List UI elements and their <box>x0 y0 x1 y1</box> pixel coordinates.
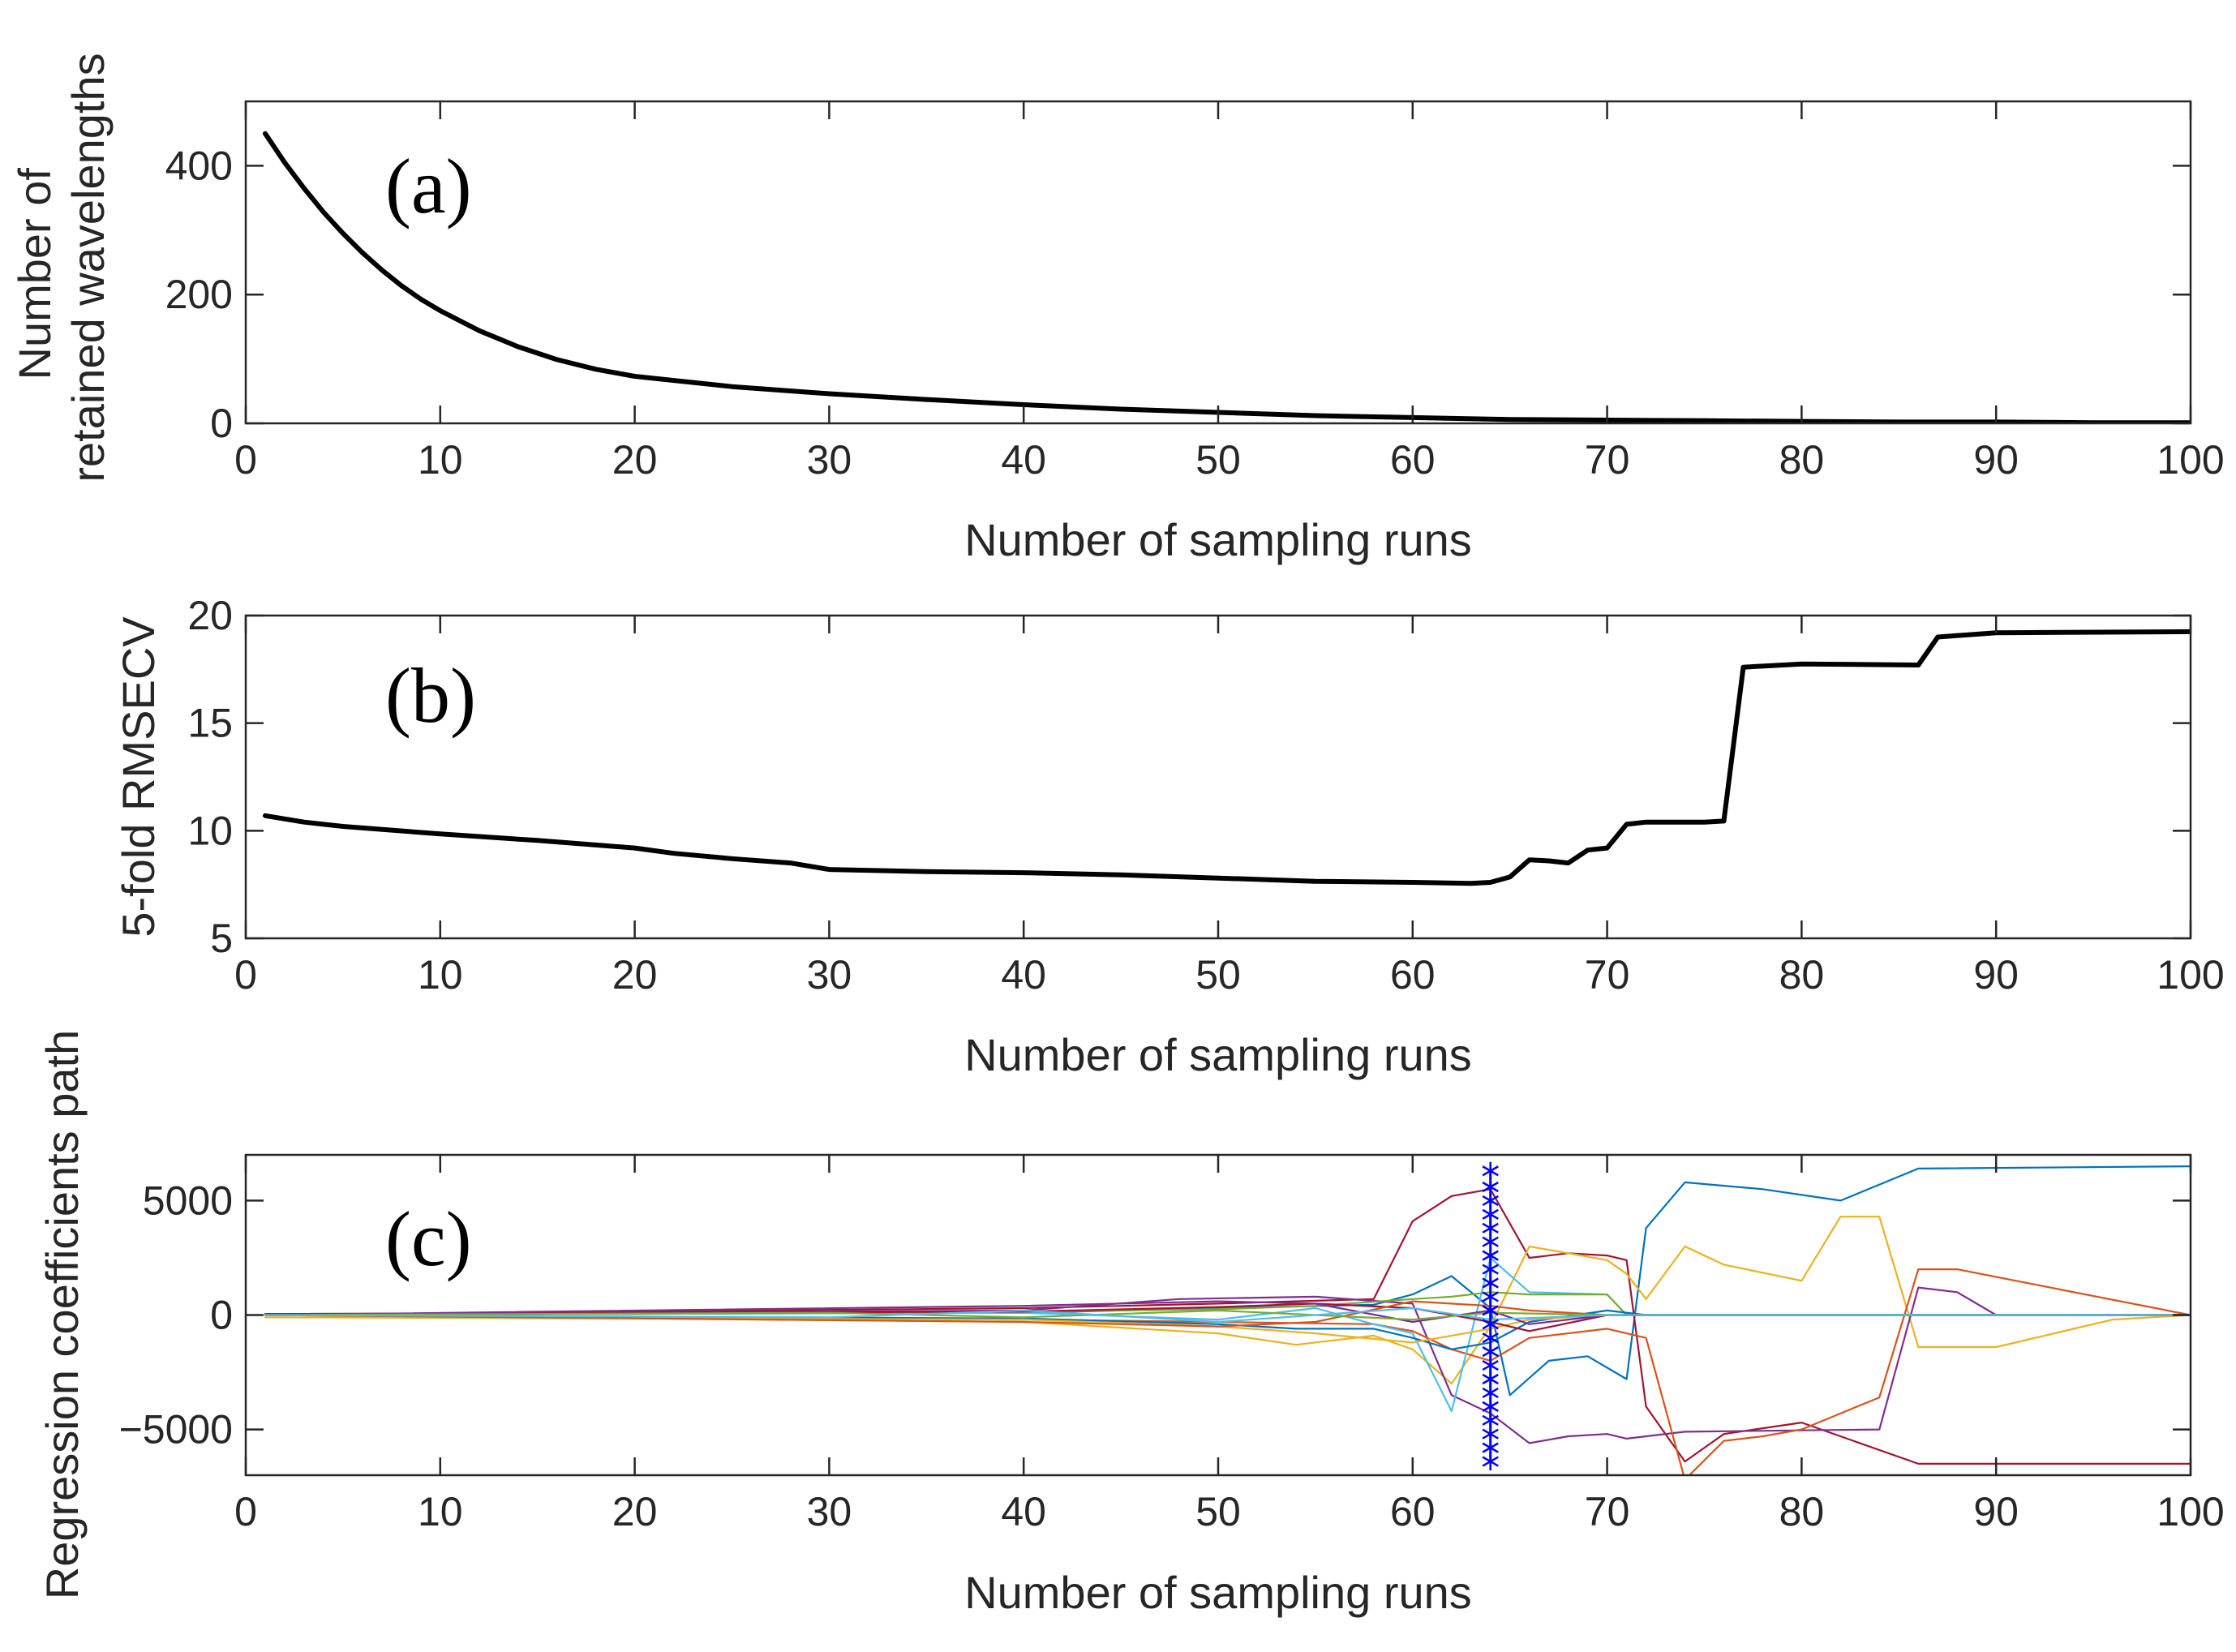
y-tick-label: −5000 <box>119 1407 233 1452</box>
y-axis-title: Number of retained wavelengths <box>9 53 114 482</box>
x-tick-label: 50 <box>1195 1489 1241 1534</box>
x-tick-label: 0 <box>234 1489 257 1534</box>
panel-label: (c) <box>385 1195 472 1282</box>
x-tick-label: 80 <box>1779 437 1825 483</box>
x-tick-label: 20 <box>612 1489 658 1534</box>
y-tick-label: 400 <box>165 143 233 188</box>
series-line-c4 <box>264 1286 2191 1444</box>
x-tick-label: 0 <box>234 437 257 483</box>
y-tick-label: 5000 <box>143 1178 233 1223</box>
y-tick-label: 0 <box>210 401 233 446</box>
series-line-c5 <box>264 1268 2191 1475</box>
series-line-c3 <box>264 1216 2191 1385</box>
panel-label: (a) <box>385 143 472 230</box>
y-tick-label: 20 <box>187 593 233 638</box>
x-tick-label: 80 <box>1779 952 1825 998</box>
x-tick-label: 70 <box>1585 1489 1630 1534</box>
x-tick-label: 90 <box>1973 437 2019 483</box>
x-tick-label: 100 <box>2157 1489 2224 1534</box>
x-tick-label: 30 <box>807 437 852 483</box>
x-tick-label: 10 <box>418 1489 463 1534</box>
x-tick-label: 90 <box>1973 1489 2019 1534</box>
x-tick-label: 10 <box>418 437 463 483</box>
x-tick-label: 40 <box>1001 437 1046 483</box>
y-axis-title: 5-fold RMSECV <box>113 616 164 938</box>
panel-label: (b) <box>385 652 476 739</box>
x-axis-title: Number of sampling runs <box>964 1029 1472 1080</box>
y-axis-title-line-2: retained wavelengths <box>62 53 114 482</box>
series-line-c1 <box>264 1165 2191 1397</box>
x-axis-title: Number of sampling runs <box>964 1567 1472 1618</box>
series-line-c11 <box>264 1300 2191 1325</box>
y-tick-label: 10 <box>187 808 233 853</box>
x-tick-label: 50 <box>1195 437 1241 483</box>
x-tick-label: 70 <box>1585 952 1630 998</box>
x-tick-label: 30 <box>807 952 852 998</box>
y-axis-title: Regression coefficients path <box>36 1030 88 1600</box>
x-tick-label: 70 <box>1585 437 1630 483</box>
asterisk-marker <box>1482 1161 1499 1180</box>
x-tick-label: 20 <box>612 437 658 483</box>
x-axis-title: Number of sampling runs <box>964 514 1472 565</box>
series-line-c14 <box>264 1307 2191 1324</box>
series-line-retained wavelengths <box>263 131 2191 423</box>
x-tick-label: 100 <box>2157 952 2224 998</box>
series-line-RMSECV <box>263 629 2191 886</box>
x-tick-label: 50 <box>1195 952 1241 998</box>
x-tick-label: 80 <box>1779 1489 1825 1534</box>
x-tick-label: 10 <box>418 952 463 998</box>
x-tick-label: 30 <box>807 1489 852 1534</box>
y-tick-label: 200 <box>165 272 233 317</box>
x-tick-label: 0 <box>234 952 257 998</box>
x-tick-label: 90 <box>1973 952 2019 998</box>
y-tick-label: 5 <box>210 916 233 961</box>
y-tick-label: 0 <box>210 1293 233 1338</box>
y-axis-title-line-1: Number of <box>9 168 60 380</box>
panel-b: 0 10 20 30 40 50 60 70 80 90 100 5 10 15 20 (b) Number… <box>113 593 2225 1080</box>
plot-frame <box>244 100 2192 425</box>
x-tick-label: 40 <box>1001 1489 1046 1534</box>
x-tick-label: 40 <box>1001 952 1046 998</box>
x-tick-label: 60 <box>1390 437 1436 483</box>
series-line-c12 <box>264 1300 2191 1328</box>
panel-a: 0 10 20 30 40 50 60 70 80 90 100 0 200 400 (a) Number… <box>9 53 2225 565</box>
x-tick-label: 60 <box>1390 952 1436 998</box>
x-tick-label: 60 <box>1390 1489 1436 1534</box>
x-tick-label: 20 <box>612 952 658 998</box>
asterisk-marker <box>1482 1178 1499 1196</box>
y-tick-label: 15 <box>187 701 233 746</box>
x-tick-label: 100 <box>2157 437 2224 483</box>
series-line-c7 <box>264 1291 2191 1316</box>
series-line-c8 <box>264 1309 2191 1350</box>
